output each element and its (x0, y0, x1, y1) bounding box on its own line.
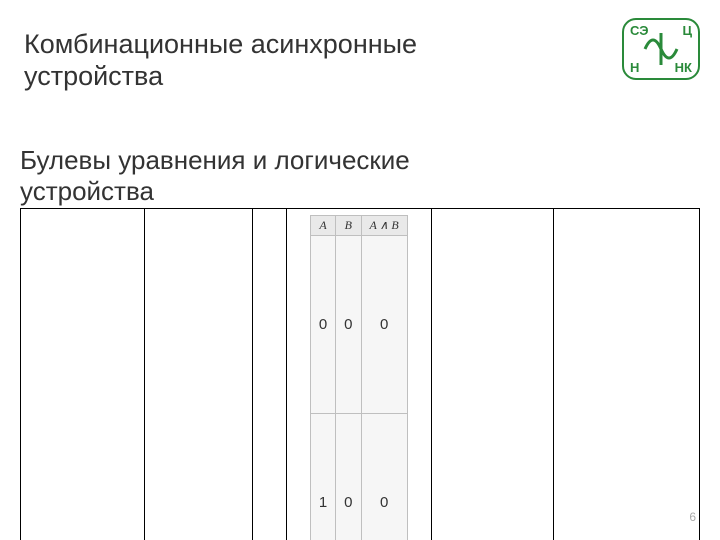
slide-subtitle: Булевы уравнения и логические устройства (20, 145, 540, 207)
logo-tr: Ц (683, 24, 693, 37)
tt-header: B (336, 216, 361, 236)
tt-cell: 0 (361, 236, 407, 414)
cell-truth-table: A B A ∧ B 0 0 0 1 0 0 0 1 0 (286, 209, 431, 540)
gate-name-ru: И (29, 537, 136, 540)
cell-name-ru: И Y <= A AND B; (21, 209, 145, 540)
tt-cell: 0 (361, 414, 407, 540)
logic-table: И Y <= A AND B; And Конъюнкция /\ A B A … (20, 208, 700, 540)
cell-iec-gate: & A B Y (553, 209, 699, 540)
tt-cell: 0 (310, 236, 335, 414)
cell-symbol: /\ (252, 209, 286, 540)
tt-cell: 1 (310, 414, 335, 540)
tt-cell: 0 (336, 236, 361, 414)
tt-header: A (310, 216, 335, 236)
page-number: 6 (689, 510, 696, 524)
cell-name-en: And Конъюнкция (144, 209, 252, 540)
truth-table: A B A ∧ B 0 0 0 1 0 0 0 1 0 (310, 215, 408, 540)
slide-title: Комбинационные асинхронные устройства (24, 28, 484, 93)
logo: СЭ Н Ц НК (622, 18, 700, 80)
tt-cell: 0 (336, 414, 361, 540)
logo-wave-icon (641, 29, 681, 69)
cell-western-gate (432, 209, 554, 540)
tt-header: A ∧ B (361, 216, 407, 236)
table-row: И Y <= A AND B; And Конъюнкция /\ A B A … (21, 209, 700, 540)
logo-bl: Н (630, 61, 639, 74)
